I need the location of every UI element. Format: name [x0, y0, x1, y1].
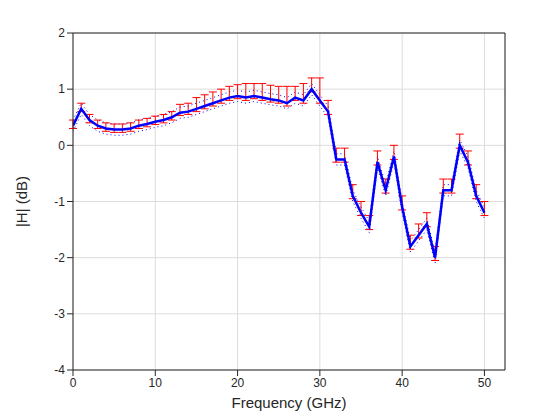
- svg-text:-1: -1: [54, 195, 65, 209]
- svg-text:-2: -2: [54, 251, 65, 265]
- svg-text:Frequency (GHz): Frequency (GHz): [231, 394, 346, 411]
- svg-text:0: 0: [58, 139, 65, 153]
- svg-text:-3: -3: [54, 307, 65, 321]
- svg-text:10: 10: [149, 376, 163, 390]
- svg-text:0: 0: [70, 376, 77, 390]
- svg-text:30: 30: [313, 376, 327, 390]
- svg-text:20: 20: [231, 376, 245, 390]
- svg-text:40: 40: [395, 376, 409, 390]
- svg-text:|H| (dB): |H| (dB): [13, 176, 30, 227]
- svg-text:2: 2: [58, 26, 65, 40]
- svg-text:-4: -4: [54, 363, 65, 377]
- svg-text:1: 1: [58, 82, 65, 96]
- svg-text:50: 50: [478, 376, 492, 390]
